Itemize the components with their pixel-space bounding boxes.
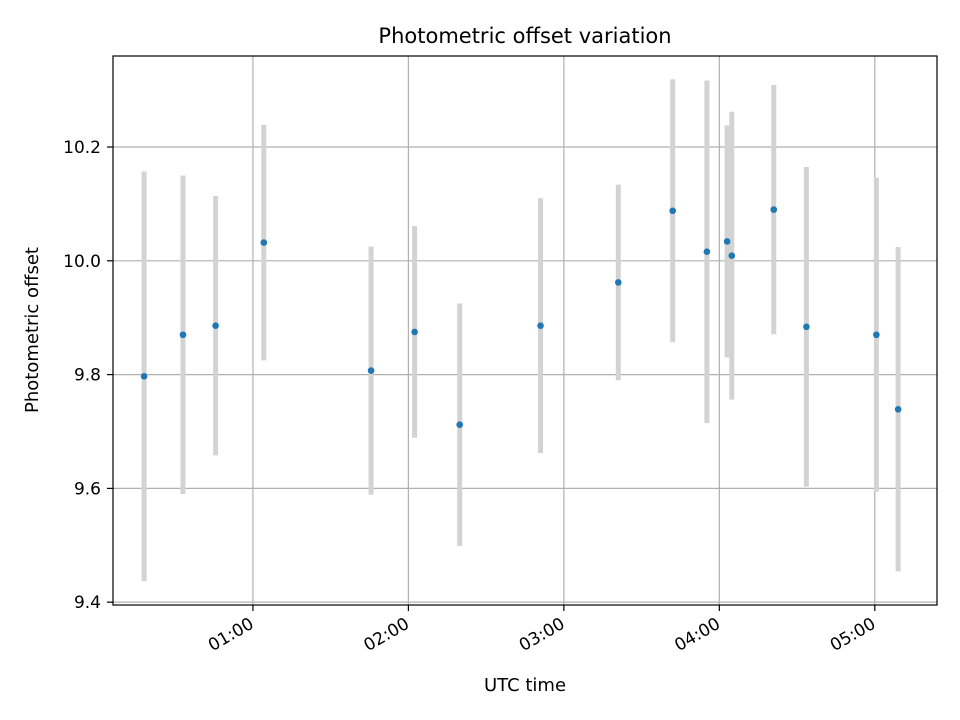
x-tick-label: 04:00: [671, 614, 723, 656]
error-bars: [141, 79, 901, 582]
data-point: [411, 328, 418, 336]
data-points: [140, 206, 902, 428]
x-tick-label: 01:00: [205, 614, 257, 656]
chart-title: Photometric offset variation: [378, 24, 671, 48]
data-point: [873, 331, 880, 339]
y-tick-label: 10.2: [63, 138, 101, 158]
data-point: [669, 207, 676, 215]
y-axis-title: Photometric offset: [22, 247, 43, 413]
y-tick-label: 9.8: [74, 366, 101, 386]
data-point: [723, 238, 731, 245]
data-point: [212, 322, 219, 329]
data-point: [367, 367, 375, 374]
y-tick-label: 9.6: [74, 479, 101, 499]
ticks: 9.4 9.6 9.8 10.0 10.2 01:00 02:00 03:00 04:00 05:…: [63, 138, 879, 656]
data-point: [140, 372, 148, 380]
x-tick-label: 02:00: [360, 614, 412, 656]
y-tick-label: 9.4: [74, 593, 101, 613]
data-point: [179, 331, 187, 339]
data-point: [456, 421, 464, 428]
x-axis-title: UTC time: [484, 675, 566, 696]
x-tick-label: 03:00: [516, 614, 568, 656]
data-point: [537, 322, 544, 329]
x-tick-label: 05:00: [827, 614, 879, 656]
data-point: [770, 206, 778, 213]
y-tick-label: 10.0: [63, 252, 101, 272]
data-point: [260, 239, 268, 246]
data-point: [803, 323, 810, 331]
grid: [113, 56, 937, 605]
data-point: [703, 248, 711, 256]
plot-frame: [112, 55, 938, 606]
data-point: [728, 252, 736, 259]
data-point: [614, 279, 622, 286]
data-point: [894, 405, 902, 413]
